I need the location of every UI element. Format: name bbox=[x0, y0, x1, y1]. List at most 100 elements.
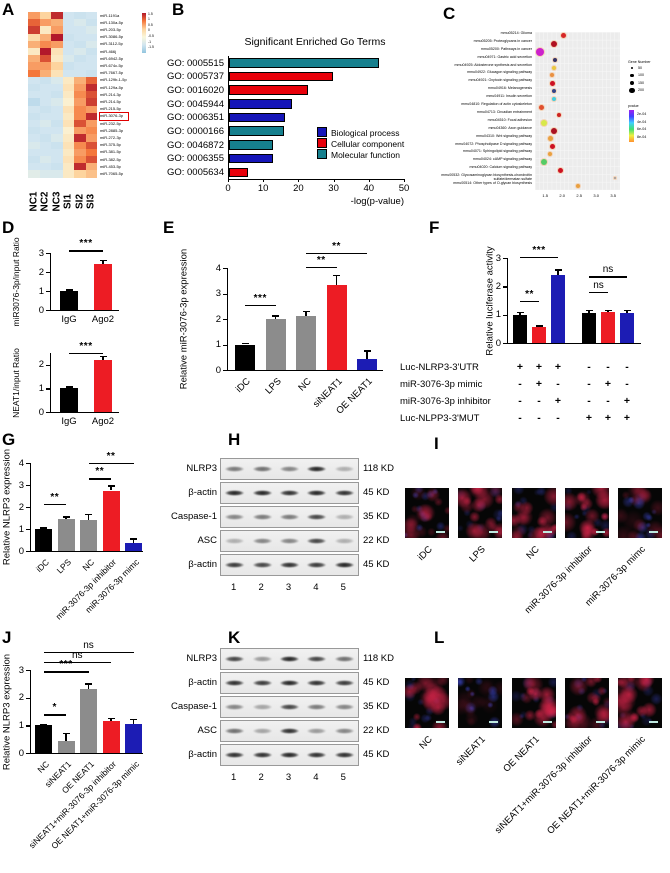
blot-band bbox=[280, 465, 299, 473]
y-tick-mark bbox=[503, 258, 507, 260]
treatment-cell: + bbox=[535, 378, 543, 390]
heatmap-cell bbox=[28, 76, 40, 84]
heatmap-cell bbox=[51, 84, 63, 92]
blot-band bbox=[280, 703, 299, 711]
go-category-label: GO: 0006355 bbox=[166, 153, 224, 165]
y-tick-mark bbox=[503, 314, 507, 317]
panel-e-bar-chart: Relative miR-3076-3p expression 0 1 2 3 4 iDC L… bbox=[160, 215, 405, 430]
heatmap-cell bbox=[62, 62, 74, 70]
heatmap-col-label: NC1 bbox=[28, 191, 40, 212]
heatmap-cell bbox=[51, 55, 63, 63]
blot-row-label: β-actin bbox=[188, 677, 217, 688]
dotplot-x-tick: 1.5 bbox=[542, 193, 548, 198]
pathway-label: mmu04916: Melanogenesis bbox=[487, 86, 532, 91]
heatmap-cell bbox=[85, 62, 97, 70]
scale-bar bbox=[489, 531, 498, 533]
error-bar-cap bbox=[272, 315, 279, 317]
heatmap-row-label: miR-381-5p bbox=[100, 149, 121, 155]
pathway-dot bbox=[550, 40, 557, 47]
heatmap-cell bbox=[51, 163, 63, 171]
y-tick-label: 0 bbox=[215, 364, 221, 376]
fluor-image bbox=[512, 678, 556, 728]
y-tick-mark bbox=[46, 310, 50, 312]
heatmap-cell bbox=[28, 69, 40, 77]
treatment-cell: + bbox=[535, 361, 543, 373]
go-bar bbox=[229, 58, 379, 68]
blot-lane-number: 1 bbox=[231, 582, 237, 593]
sig-label: ** bbox=[95, 466, 105, 478]
heatmap-row-label: miR-1191a bbox=[100, 12, 120, 18]
heatmap-highlight-box bbox=[98, 112, 129, 121]
heatmap-row-label: miR-466j bbox=[100, 48, 117, 54]
y-tick-label: 3 bbox=[38, 247, 44, 259]
panel-c-dot-plot: mmu05214: Glioma mmu05205: Proteoglycans … bbox=[430, 0, 670, 215]
pathway-label: mmu04510: Focal adhesion bbox=[487, 117, 532, 122]
pathway-label: mmu00532: Glycosaminoglycan biosynthesis… bbox=[441, 173, 532, 181]
heatmap-cell bbox=[85, 33, 97, 41]
treatment-row-label: miR-3076-3p inhibitor bbox=[400, 396, 491, 407]
sig-label: ns bbox=[602, 264, 614, 276]
heatmap-cell bbox=[28, 33, 40, 41]
pathway-label: mmu04360: Axon guidance bbox=[488, 125, 532, 130]
blot-row-label: NLRP3 bbox=[186, 653, 217, 664]
blot-band bbox=[334, 513, 354, 521]
sig-label: ns bbox=[71, 649, 83, 661]
heatmap-cell bbox=[28, 105, 40, 113]
error-bar-stem bbox=[110, 486, 112, 491]
y-tick-label: 0 bbox=[18, 747, 24, 759]
blot-kd-label: 118 KD bbox=[363, 653, 394, 664]
heatmap-cell bbox=[51, 40, 63, 48]
heatmap-cell bbox=[39, 26, 51, 34]
error-bar-cap bbox=[130, 538, 137, 540]
pathway-label: mmu04922: Glucagon signaling pathway bbox=[467, 70, 532, 75]
heatmap-cell bbox=[85, 141, 97, 149]
blot-lane-number: 3 bbox=[285, 582, 292, 593]
error-bar-cap bbox=[130, 719, 137, 721]
sig-label: *** bbox=[532, 244, 546, 256]
y-tick-mark bbox=[503, 343, 507, 345]
y-tick-mark bbox=[46, 388, 50, 390]
heatmap-cell bbox=[74, 141, 86, 149]
go-bar bbox=[229, 140, 273, 150]
scale-bar bbox=[596, 721, 605, 723]
heatmap-cell bbox=[51, 98, 63, 106]
color-legend-gradient bbox=[629, 110, 634, 142]
heatmap-row-label: miR-214-3p bbox=[100, 91, 121, 97]
size-legend-dot bbox=[629, 80, 635, 86]
error-bar-cap bbox=[85, 514, 92, 516]
bar bbox=[102, 721, 120, 753]
heatmap-cell bbox=[51, 105, 63, 113]
heatmap-cell bbox=[85, 55, 97, 63]
blot-kd-label: 118 KD bbox=[363, 463, 394, 474]
heatmap-cell bbox=[39, 112, 51, 120]
category-label: Ago2 bbox=[91, 416, 115, 427]
scale-bar bbox=[649, 721, 658, 723]
y-tick-label: 2 bbox=[38, 266, 44, 278]
heatmap-cell bbox=[85, 84, 97, 92]
sig-label: ** bbox=[50, 491, 60, 503]
pathway-dot bbox=[540, 119, 547, 126]
blot-band bbox=[225, 679, 245, 687]
heatmap-cell bbox=[62, 163, 74, 171]
heatmap-cell bbox=[85, 134, 97, 142]
color-legend-title: pvalue bbox=[628, 104, 639, 108]
blot-kd-label: 45 KD bbox=[363, 677, 390, 688]
sig-line bbox=[43, 714, 66, 716]
heatmap-cell bbox=[62, 105, 74, 113]
chart-plot bbox=[30, 463, 143, 552]
go-x-tick-label: 40 bbox=[363, 183, 375, 194]
heatmap-cell bbox=[62, 141, 74, 149]
y-tick-mark bbox=[26, 551, 30, 553]
go-category-label: GO: 0005515 bbox=[166, 57, 224, 69]
treatment-cell: - bbox=[518, 412, 522, 424]
panel-g-bar-chart: Relative NLRP3 expression 0 1 2 3 4 iDC LPS NC mi… bbox=[0, 430, 195, 622]
heatmap-cell bbox=[51, 112, 63, 120]
heatmap-cell bbox=[74, 55, 86, 63]
blot-band bbox=[280, 489, 299, 497]
blot-band bbox=[252, 751, 272, 759]
sig-label: ns bbox=[83, 640, 94, 652]
panel-l-fluorescence: NC siNEAT1 OE NEAT1 siNEAT1+miR-3076-3p inh… bbox=[395, 620, 670, 873]
blot-band bbox=[307, 703, 327, 711]
panel-g-label: G bbox=[2, 430, 16, 449]
go-x-tick-mark bbox=[333, 179, 335, 182]
